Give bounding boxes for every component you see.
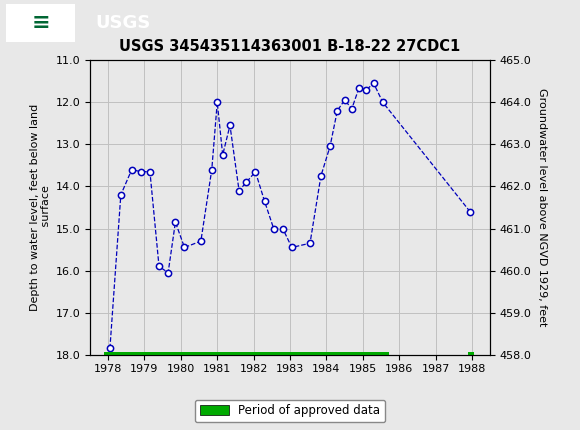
Text: USGS 345435114363001 B-18-22 27CDC1: USGS 345435114363001 B-18-22 27CDC1 — [119, 39, 461, 54]
Y-axis label: Groundwater level above NGVD 1929, feet: Groundwater level above NGVD 1929, feet — [537, 88, 548, 327]
Bar — [6, 3, 75, 42]
Text: USGS: USGS — [96, 14, 151, 31]
Y-axis label: Depth to water level, feet below land
 surface: Depth to water level, feet below land su… — [30, 104, 51, 311]
Legend: Period of approved data: Period of approved data — [195, 399, 385, 422]
Text: ≡: ≡ — [31, 12, 50, 33]
